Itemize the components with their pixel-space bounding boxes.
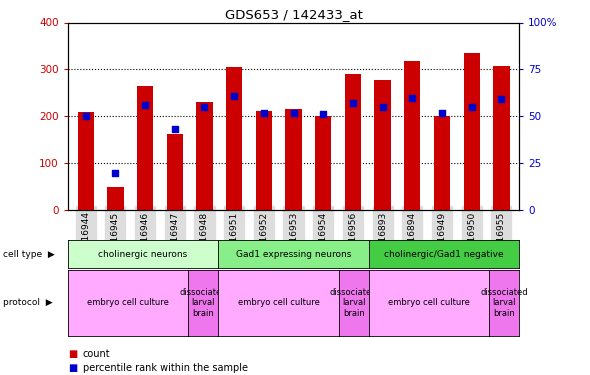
Point xyxy=(289,110,299,116)
Point xyxy=(259,110,268,116)
Title: GDS653 / 142433_at: GDS653 / 142433_at xyxy=(225,8,362,21)
Text: embryo cell culture: embryo cell culture xyxy=(238,298,319,307)
Text: percentile rank within the sample: percentile rank within the sample xyxy=(83,363,248,373)
Bar xyxy=(226,67,242,210)
Text: dissociated
larval
brain: dissociated larval brain xyxy=(330,288,378,318)
Text: cholinergic neurons: cholinergic neurons xyxy=(99,250,188,259)
Bar xyxy=(345,74,361,210)
Text: dissociated
larval
brain: dissociated larval brain xyxy=(179,288,227,318)
Point xyxy=(200,104,209,110)
Point xyxy=(170,126,179,132)
Bar xyxy=(255,111,272,210)
Point xyxy=(378,104,387,110)
Bar xyxy=(77,112,94,210)
Bar xyxy=(464,53,480,210)
Bar xyxy=(375,80,391,210)
Text: ■: ■ xyxy=(68,363,77,373)
Point xyxy=(348,100,358,106)
Point xyxy=(319,111,328,117)
Bar xyxy=(493,66,510,210)
Point xyxy=(437,110,447,116)
Point xyxy=(408,94,417,100)
Bar xyxy=(404,61,421,210)
Point xyxy=(230,93,239,99)
Bar xyxy=(196,102,212,210)
Text: dissociated
larval
brain: dissociated larval brain xyxy=(480,288,528,318)
Text: ■: ■ xyxy=(68,350,77,359)
Bar xyxy=(166,134,183,210)
Bar xyxy=(315,116,332,210)
Point xyxy=(111,170,120,176)
Text: protocol  ▶: protocol ▶ xyxy=(3,298,53,307)
Text: count: count xyxy=(83,350,110,359)
Text: cell type  ▶: cell type ▶ xyxy=(3,250,55,259)
Text: embryo cell culture: embryo cell culture xyxy=(388,298,470,307)
Text: cholinergic/Gad1 negative: cholinergic/Gad1 negative xyxy=(384,250,504,259)
Bar xyxy=(286,109,301,210)
Point xyxy=(81,113,90,119)
Bar xyxy=(137,86,153,210)
Bar xyxy=(434,116,450,210)
Point xyxy=(467,104,476,110)
Bar xyxy=(107,187,123,210)
Text: embryo cell culture: embryo cell culture xyxy=(87,298,169,307)
Text: Gad1 expressing neurons: Gad1 expressing neurons xyxy=(236,250,351,259)
Point xyxy=(497,96,506,102)
Point xyxy=(140,102,150,108)
